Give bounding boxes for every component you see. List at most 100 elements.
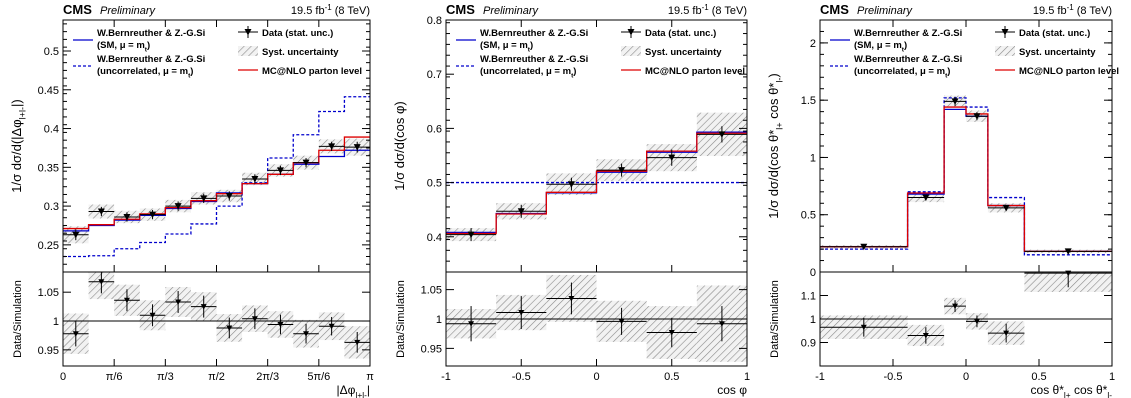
lumi-label: 19.5 fb-1 (8 TeV): [291, 3, 370, 17]
ratio-y-axis-label: Data/Simulation: [395, 280, 407, 358]
y-axis-label: 1/σ dσ/d(cos θ*l+​ cos θ*l-​): [766, 73, 785, 219]
ratio-pad: 0.9 1 1.1 -1 -0.5 0 0.5 1 Data/Simulation cos θ*l…: [769, 270, 1115, 398]
data-point: [860, 243, 868, 251]
ratio-point: [149, 312, 156, 319]
ratio-point: [668, 330, 675, 336]
y-tick-label: 0.4: [427, 232, 442, 244]
ratio-point: [303, 331, 310, 337]
legend-label-syst: Syst. uncertainty: [262, 47, 339, 58]
data-point: [951, 98, 959, 105]
data-point: [1002, 204, 1010, 212]
data-point: [149, 211, 157, 219]
legend-label-sm-sub: (SM, μ = mt​): [480, 40, 533, 53]
legend-label-mcnlo: MC@NLO parton level: [645, 66, 745, 77]
data-point: [328, 143, 336, 150]
preliminary-label: Preliminary: [483, 5, 540, 17]
series-3-line: [820, 106, 1112, 253]
legend-label-sm: W.Bernreuther & Z.-G.Si: [97, 28, 205, 39]
ratio-y-tick-label: 1: [53, 316, 59, 328]
legend-swatch-data-marker: [1001, 29, 1009, 36]
data-point: [174, 203, 182, 210]
ratio-pad: 0.95 1 1.05 0 π/6 π/3 π/2 2π/3 5π/6 π Data/Simulat…: [12, 271, 374, 398]
y-tick-label: 0.7: [427, 69, 442, 81]
x-axis-label: |Δφl+l-​|: [337, 383, 370, 398]
ratio-point: [860, 324, 867, 331]
legend-swatch-data-marker: [244, 29, 252, 36]
legend-label-mcnlo: MC@NLO parton level: [262, 66, 362, 77]
data-point: [200, 195, 208, 202]
x-tick-label: 0: [593, 371, 599, 383]
y-tick-label: 2: [810, 38, 816, 50]
data-point: [276, 167, 284, 174]
legend-label-syst: Syst. uncertainty: [1019, 47, 1096, 58]
legend-label-uncorrelated-sub: (uncorrelated, μ = mt​): [854, 66, 950, 79]
legend-label-data: Data (stat. unc.): [1019, 28, 1090, 39]
legend-label-uncorrelated-sub: (uncorrelated, μ = mt​): [97, 66, 193, 79]
ratio-point: [354, 339, 361, 346]
y-tick-label: 0.5: [427, 178, 442, 190]
y-tick-label: 0.6: [427, 123, 442, 135]
legend-label-sm: W.Bernreuther & Z.-G.Si: [480, 28, 588, 39]
ratio-point: [251, 316, 258, 322]
legend-swatch-syst: [995, 46, 1015, 56]
x-tick-label: -1: [441, 371, 451, 383]
x-tick-label: π/3: [157, 371, 174, 383]
data-point: [567, 181, 575, 188]
x-tick-label: 1: [744, 371, 750, 383]
ratio-y-axis-label: Data/Simulation: [769, 280, 781, 358]
lumi-label: 19.5 fb-1 (8 TeV): [668, 3, 747, 17]
ratio-y-axis-label: Data/Simulation: [12, 280, 24, 358]
data-point: [922, 194, 930, 202]
data-point: [251, 175, 259, 183]
y-tick-label: 0.5: [44, 46, 59, 58]
cms-label: CMS: [820, 2, 849, 17]
panel-3: CMS Preliminary 19.5 fb-1 (8 TeV) 0 0.5 1 1.5 2…: [766, 2, 1119, 398]
legend-swatch-data-marker: [627, 29, 635, 36]
panel-2: CMS Preliminary 19.5 fb-1 (8 TeV) 0.4 0.5 0.6…: [392, 2, 750, 397]
ratio-point: [518, 310, 525, 316]
ratio-point: [718, 321, 725, 327]
ratio-y-tick-label: 1: [436, 314, 442, 326]
legend: W.Bernreuther & Z.-G.Si(SM, μ = mt​)W.Be…: [456, 26, 745, 79]
legend-label-syst: Syst. uncertainty: [645, 47, 722, 58]
x-tick-label: -0.5: [884, 371, 903, 383]
legend: W.Bernreuther & Z.-G.Si(SM, μ = mt​)W.Be…: [73, 26, 362, 79]
ratio-y-tick-label: 1: [810, 314, 816, 326]
data-point: [973, 113, 981, 120]
y-tick-label: 0.4: [44, 124, 59, 136]
ratio-y-tick-label: 1.05: [421, 285, 442, 297]
ratio-point: [226, 325, 233, 331]
y-tick-label: 0.3: [44, 201, 59, 213]
data-point: [225, 193, 233, 200]
data-point: [668, 154, 676, 162]
x-axis-label: cos θ*l+​ cos θ*l-​: [1031, 383, 1113, 398]
ratio-point: [123, 297, 130, 304]
data-point: [618, 167, 626, 174]
x-tick-label: 0: [60, 371, 66, 383]
x-tick-label: 0.5: [664, 371, 679, 383]
ratio-point: [1003, 330, 1010, 337]
ratio-y-tick-label: 0.9: [801, 338, 816, 350]
x-tick-label: -1: [815, 371, 825, 383]
y-tick-label: 0.45: [38, 85, 59, 97]
ratio-y-tick-label: 1.1: [801, 291, 816, 303]
x-axis-label: cos φ: [717, 383, 747, 397]
data-point: [1064, 248, 1072, 255]
x-tick-label: 0.5: [1031, 371, 1046, 383]
ratio-pad: 0.95 1 1.05 -1 -0.5 0 0.5 1 Data/Simulation cos φ: [395, 271, 750, 397]
preliminary-label: Preliminary: [857, 5, 914, 17]
x-tick-label: 1: [1109, 371, 1115, 383]
legend-swatch-syst: [621, 46, 641, 56]
x-tick-label: 5π/6: [307, 371, 330, 383]
data-point: [718, 131, 726, 138]
ratio-point: [618, 318, 625, 325]
data-point: [302, 159, 310, 167]
y-tick-label: 0.35: [38, 162, 59, 174]
ratio-y-tick-label: 0.95: [38, 345, 59, 357]
ratio-y-tick-label: 1.05: [38, 287, 59, 299]
ratio-point: [72, 331, 79, 337]
y-tick-label: 1.5: [801, 95, 816, 107]
x-tick-label: π: [366, 371, 374, 383]
data-point: [97, 208, 105, 216]
